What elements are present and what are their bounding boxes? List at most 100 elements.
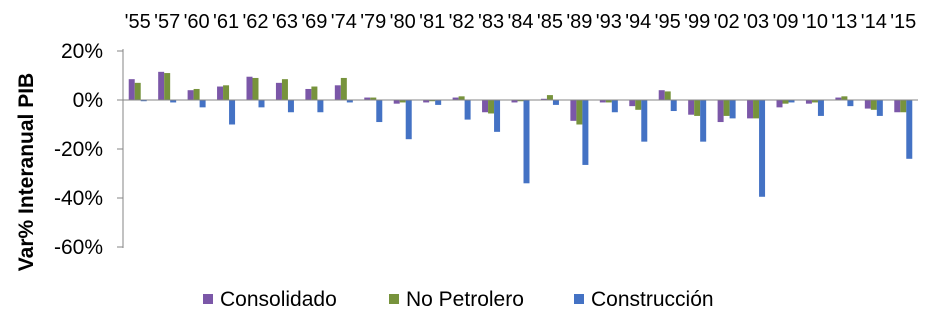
bar bbox=[399, 100, 406, 103]
bar bbox=[776, 100, 783, 108]
bar bbox=[876, 100, 883, 116]
bar bbox=[552, 100, 559, 105]
bar bbox=[599, 100, 606, 103]
bar bbox=[841, 96, 848, 100]
y-tick-label: -60% bbox=[54, 236, 103, 259]
x-tick-label: '99 bbox=[684, 11, 710, 33]
bar bbox=[364, 97, 371, 100]
bar bbox=[464, 100, 471, 120]
y-tick-label: -20% bbox=[54, 138, 103, 161]
bar bbox=[482, 100, 489, 113]
bar bbox=[340, 77, 347, 100]
bar bbox=[582, 100, 589, 165]
bar bbox=[611, 100, 618, 113]
x-tick-label: '55 bbox=[125, 11, 151, 33]
bar bbox=[540, 98, 547, 100]
x-tick-label: '93 bbox=[596, 11, 622, 33]
bar bbox=[393, 100, 400, 104]
legend-label: Construcción bbox=[591, 288, 714, 311]
x-tick-label: '61 bbox=[213, 11, 239, 33]
legend-swatch bbox=[203, 294, 213, 304]
x-tick-label: '10 bbox=[802, 11, 828, 33]
bar bbox=[370, 97, 377, 100]
bar bbox=[900, 100, 907, 113]
bar bbox=[753, 100, 760, 119]
x-tick-label: '85 bbox=[537, 11, 563, 33]
bar bbox=[641, 100, 648, 142]
x-tick-label: '62 bbox=[242, 11, 268, 33]
bar bbox=[193, 88, 200, 100]
y-axis-title: Var% Interanual PIB bbox=[15, 73, 38, 271]
bar bbox=[688, 100, 695, 115]
x-tick-label: '95 bbox=[655, 11, 681, 33]
x-tick-label: '03 bbox=[743, 11, 769, 33]
x-tick-label: '82 bbox=[449, 11, 475, 33]
bar bbox=[134, 82, 141, 100]
x-tick-label: '13 bbox=[831, 11, 857, 33]
legend: Consolidado No Petrolero Construcción bbox=[203, 288, 714, 311]
bar bbox=[864, 100, 871, 109]
x-tick-label: '15 bbox=[890, 11, 916, 33]
legend-swatch bbox=[574, 294, 584, 304]
bar bbox=[906, 100, 913, 159]
bar bbox=[788, 100, 795, 103]
bar bbox=[658, 90, 665, 100]
bar bbox=[835, 97, 842, 100]
axes bbox=[117, 49, 918, 248]
x-tick-label: '63 bbox=[272, 11, 298, 33]
bar bbox=[346, 100, 353, 103]
legend-swatch bbox=[389, 294, 399, 304]
bar bbox=[494, 100, 501, 132]
bar bbox=[782, 100, 789, 104]
bar bbox=[817, 100, 824, 116]
bar bbox=[275, 82, 282, 100]
y-tick-label: -40% bbox=[54, 187, 103, 210]
bar bbox=[717, 100, 724, 123]
y-tick-labels: 20% 0% -20% -40% -60% bbox=[54, 40, 103, 259]
bar bbox=[576, 100, 583, 125]
bar bbox=[605, 100, 612, 103]
bar bbox=[700, 100, 707, 142]
x-tick-label: '89 bbox=[566, 11, 592, 33]
x-tick-label: '81 bbox=[419, 11, 445, 33]
bar bbox=[546, 95, 553, 100]
legend-label: Consolidado bbox=[220, 288, 337, 311]
bar bbox=[423, 100, 430, 103]
x-tick-label: '14 bbox=[861, 11, 887, 33]
bar bbox=[252, 77, 259, 100]
x-tick-label: '02 bbox=[714, 11, 740, 33]
bar bbox=[405, 100, 412, 140]
bar bbox=[223, 85, 230, 100]
x-tick-label: '80 bbox=[390, 11, 416, 33]
bar bbox=[128, 79, 135, 100]
bar bbox=[747, 100, 754, 119]
bar bbox=[229, 100, 236, 125]
bar bbox=[694, 100, 701, 116]
x-tick-label: '79 bbox=[360, 11, 386, 33]
bar bbox=[334, 85, 341, 100]
bar bbox=[305, 88, 312, 100]
x-tick-label: '57 bbox=[154, 11, 180, 33]
x-tick-label: '69 bbox=[301, 11, 327, 33]
y-tick-label: 0% bbox=[73, 89, 103, 112]
bar bbox=[811, 100, 818, 103]
bar bbox=[805, 100, 812, 104]
bar bbox=[894, 100, 901, 113]
bar bbox=[523, 100, 530, 184]
bar bbox=[488, 100, 495, 114]
bar bbox=[870, 100, 877, 110]
bar bbox=[729, 100, 736, 119]
bar bbox=[287, 100, 294, 113]
bar bbox=[517, 100, 524, 102]
bar bbox=[759, 100, 766, 197]
bar bbox=[723, 100, 730, 116]
bar bbox=[664, 91, 671, 100]
bar bbox=[670, 100, 677, 112]
bar bbox=[217, 86, 224, 100]
bar bbox=[511, 100, 518, 103]
x-tick-labels: '55'57'60'61'62'63'69'74'79'80'81'82'83 '… bbox=[125, 11, 917, 33]
x-tick-label: '74 bbox=[331, 11, 357, 33]
bar bbox=[311, 86, 318, 100]
bar bbox=[635, 100, 642, 110]
x-tick-label: '83 bbox=[478, 11, 504, 33]
